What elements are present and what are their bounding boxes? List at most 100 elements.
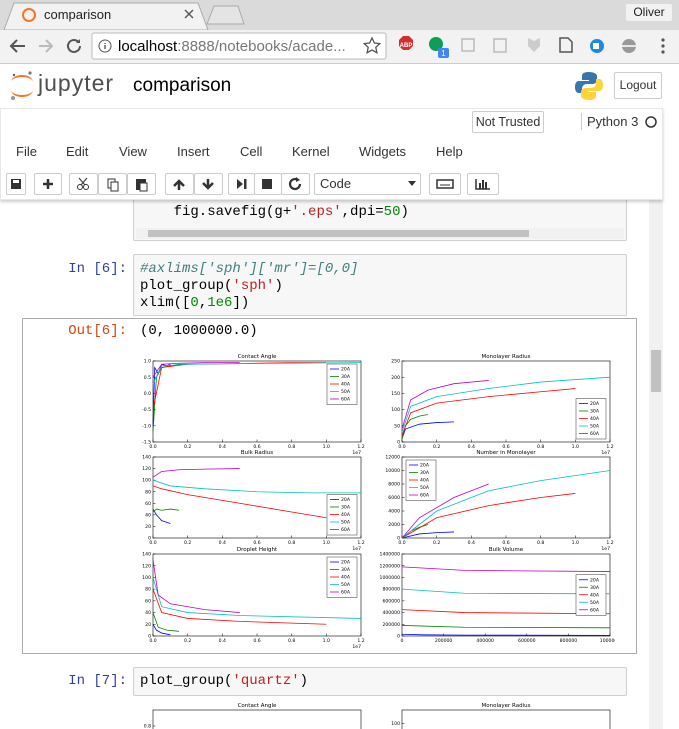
move-down-button[interactable]: [194, 173, 223, 195]
legend-label: 40A: [420, 478, 430, 484]
x-tick-label: 800000: [560, 638, 578, 644]
code-token: 'sph': [232, 278, 275, 294]
code-cell[interactable]: #axlims['sph']['mr']=[0,0] plot_group('sp…: [133, 254, 627, 316]
legend-label: 40A: [590, 592, 600, 598]
y-tick-label: -1.0: [142, 423, 151, 429]
y-tick-label: 60: [145, 501, 151, 507]
y-tick-label: 0: [397, 440, 400, 446]
series-line: [401, 531, 455, 539]
x-tick-label: 1.0: [323, 444, 330, 450]
run-button[interactable]: [228, 173, 255, 195]
code-token: ): [299, 673, 309, 689]
x-tick-label: 1.0: [572, 444, 579, 450]
profile-button[interactable]: Oliver: [626, 4, 672, 21]
extension-badge: 1: [441, 49, 446, 58]
x-tick-label: 0.8: [537, 444, 544, 450]
x-tick-label: 0.8: [288, 638, 295, 644]
url-host: localhost: [118, 38, 178, 55]
url[interactable]: localhost:8888/notebooks/acade...: [118, 38, 346, 55]
code-token: #axlims['sph']['mr']=[0,0]: [140, 261, 359, 277]
scroll-thumb[interactable]: [651, 350, 661, 392]
scroll-thumb[interactable]: [148, 230, 529, 237]
kernel-name: Python 3: [587, 114, 639, 129]
copy-button[interactable]: [98, 173, 127, 195]
legend-label: 20A: [341, 497, 351, 503]
legend-label: 20A: [420, 463, 430, 469]
code: plot_group('quartz'): [140, 673, 308, 690]
y-tick-label: 100: [142, 575, 151, 581]
chart-title: Bulk Radius: [241, 450, 273, 456]
x-tick-label: 600000: [518, 638, 536, 644]
legend-label: 50A: [341, 389, 351, 395]
paste-button[interactable]: [127, 173, 156, 195]
cell-type-select[interactable]: Code: [314, 173, 421, 195]
cut-button[interactable]: [69, 173, 98, 195]
menu-item[interactable]: File: [16, 144, 37, 159]
keyboard-button[interactable]: [429, 173, 461, 195]
move-up-button[interactable]: [165, 173, 194, 195]
chart-button[interactable]: [467, 173, 499, 195]
x-tick-label: 0.6: [502, 540, 509, 546]
jupyter-logo: [11, 71, 33, 100]
chart-title: Contact Angle: [238, 354, 277, 360]
logo-text: jupyter: [38, 70, 115, 96]
menu-item[interactable]: Insert: [177, 144, 210, 159]
abp-icon[interactable]: ABP: [399, 43, 413, 49]
series-line: [401, 633, 611, 636]
menu-item[interactable]: Edit: [66, 144, 89, 159]
menu-item[interactable]: View: [119, 144, 147, 159]
series-line: [401, 609, 611, 615]
x-tick-label: 1.2: [606, 540, 613, 546]
v-scrollbar[interactable]: [649, 200, 663, 729]
y-tick-label: 0.0: [144, 391, 151, 397]
legend-label: 50A: [341, 582, 351, 588]
menu-item[interactable]: Widgets: [359, 144, 406, 159]
insert-button[interactable]: [34, 173, 62, 195]
x-tick-label: 200000: [435, 638, 453, 644]
series-line: [401, 376, 611, 433]
series-line: [401, 388, 576, 436]
logout-button[interactable]: Logout: [614, 72, 662, 99]
code-token: ]): [232, 295, 250, 311]
series-line: [152, 508, 171, 524]
restart-button[interactable]: [281, 173, 310, 195]
series-line: [152, 612, 180, 632]
offset-text: 1e7: [601, 450, 610, 456]
x-tick-label: 0.8: [288, 444, 295, 450]
legend-label: 20A: [590, 401, 600, 407]
series-line: [152, 362, 362, 384]
y-tick-label: 100: [142, 478, 151, 484]
y-tick-label: 20: [145, 524, 151, 530]
y-tick-label: 0.8: [144, 724, 151, 729]
series-line: [152, 479, 361, 494]
series-line: [152, 468, 240, 478]
legend-label: 60A: [341, 527, 351, 533]
tab-title[interactable]: comparison: [44, 7, 112, 22]
y-tick-label: 140: [142, 455, 151, 461]
axes: [152, 456, 362, 539]
y-tick-label: 1000000: [380, 575, 401, 581]
series-line: [401, 588, 611, 595]
legend-label: 50A: [590, 424, 600, 430]
prompt: In [6]:: [68, 261, 127, 277]
legend-label: 30A: [590, 585, 600, 591]
y-tick-label: 0: [397, 536, 400, 542]
menu-item[interactable]: Kernel: [292, 144, 330, 159]
notebook-name[interactable]: comparison: [133, 75, 232, 96]
code-token: 50: [383, 204, 401, 220]
menu-item[interactable]: Help: [436, 144, 463, 159]
cell-type: Code: [320, 176, 352, 191]
menu-item[interactable]: Cell: [240, 144, 263, 159]
selected-cell[interactable]: [22, 318, 637, 654]
code-cell[interactable]: plot_group('quartz'): [133, 667, 627, 696]
code-line: plot_group('quartz'): [140, 673, 308, 690]
trust-button[interactable]: Not Trusted: [472, 111, 544, 133]
save-button[interactable]: [6, 173, 26, 195]
stop-button[interactable]: [254, 173, 282, 195]
x-tick-label: 1.0: [323, 540, 330, 546]
h-scrollbar[interactable]: [136, 228, 624, 239]
x-tick-label: 0.2: [433, 444, 440, 450]
legend-label: 30A: [341, 505, 351, 511]
